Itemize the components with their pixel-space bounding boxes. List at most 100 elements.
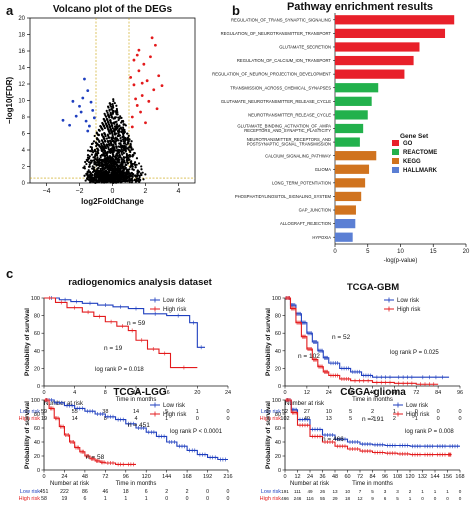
km-x-tick-label: 48 — [332, 474, 338, 480]
volcano-ns-point — [110, 131, 114, 135]
km-y-tick-label: 100 — [31, 296, 40, 302]
pathway-category-label: REGULATION_OF_NEUROTRANSMITTER_TRANSPORT — [221, 31, 332, 36]
km-curve-high-risk — [285, 297, 439, 385]
volcano-ns-point — [101, 140, 104, 143]
km-censor-marks — [49, 296, 185, 370]
km-legend-entry: High risk — [163, 412, 187, 418]
volcano-down-point — [89, 100, 93, 104]
pathway-legend-entry: HALLMARK — [403, 168, 438, 174]
volcano-ns-point — [123, 137, 126, 140]
km-x-tick-label: 60 — [391, 390, 397, 396]
pathway-legend-entry: GO — [403, 141, 413, 147]
km-x-tick-label: 72 — [102, 474, 108, 480]
volcano-ns-point — [111, 165, 114, 168]
volcano-ns-point — [84, 160, 87, 164]
volcano-ns-point — [98, 165, 101, 168]
km-x-tick-label: 84 — [435, 390, 441, 396]
volcano-ns-point — [112, 145, 115, 148]
volcano-ns-point — [123, 148, 126, 151]
volcano-ns-point — [92, 140, 96, 143]
volcano-ns-point — [91, 142, 94, 145]
km-x-tick-label: 0 — [283, 474, 286, 480]
volcano-ns-point — [128, 138, 131, 141]
volcano-ns-point — [132, 153, 135, 156]
volcano-up-point — [132, 83, 136, 87]
pathway-legend-entry: REACTOME — [403, 150, 437, 156]
volcano-ns-point — [120, 172, 123, 176]
volcano-ns-point — [91, 159, 94, 162]
volcano-ns-point — [100, 142, 103, 146]
km-risk-value: 5 — [396, 496, 399, 501]
km-risk-value: 5 — [349, 416, 352, 422]
km-risk-value: 29 — [332, 496, 338, 501]
volcano-ns-point — [102, 124, 105, 127]
km-risk-value: 49 — [307, 489, 313, 494]
km-risk-value: 1 — [196, 409, 199, 415]
volcano-ns-point — [115, 168, 118, 171]
volcano-ns-point — [112, 99, 115, 103]
volcano-up-point — [142, 62, 146, 66]
pathway-legend-swatch — [392, 149, 399, 155]
km-risk-value: 6 — [384, 496, 387, 501]
km-risk-value: 18 — [345, 496, 351, 501]
volcano-ns-point — [120, 116, 123, 120]
km-y-tick-label: 0 — [37, 468, 40, 474]
volcano-ns-point — [96, 167, 99, 170]
volcano-ns-point — [115, 132, 118, 135]
km-risk-value: 0 — [226, 409, 229, 415]
volcano-ns-point — [96, 156, 99, 159]
pathway-category-label: REGULATION_OF_NEURON_PROJECTION_DEVELOPM… — [212, 72, 331, 77]
pathway-category-label: GLUTAMATE_SECRETION — [279, 45, 331, 50]
km-y-tick-label: 100 — [272, 296, 281, 302]
volcano-ns-point — [102, 136, 106, 140]
volcano-ns-point — [110, 160, 114, 163]
volcano-ns-point — [105, 109, 108, 112]
km-y-tick-label: 0 — [37, 384, 40, 390]
km-y-tick-label: 40 — [275, 349, 281, 355]
km-risk-value: 2 — [371, 409, 374, 415]
volcano-ns-point — [118, 156, 122, 159]
km-x-label: Time in months — [116, 481, 157, 487]
km-risk-value: 6 — [145, 489, 148, 495]
volcano-ns-point — [102, 151, 105, 154]
volcano-ns-point — [83, 165, 86, 168]
volcano-ns-point — [106, 133, 109, 136]
pathway-x-tick-label: 5 — [366, 249, 370, 255]
volcano-ns-point — [130, 148, 133, 151]
volcano-ns-point — [144, 173, 147, 176]
volcano-ns-point — [121, 119, 125, 123]
km-risk-value: 111 — [294, 489, 301, 494]
km-y-tick-label: 100 — [31, 398, 40, 404]
volcano-ns-point — [93, 149, 96, 153]
volcano-up-point — [160, 84, 164, 88]
volcano-y-tick-label: 6 — [22, 132, 26, 138]
volcano-ns-point — [104, 134, 107, 138]
volcano-ns-point — [122, 123, 125, 126]
volcano-down-point — [92, 116, 96, 120]
pathway-bar — [335, 137, 360, 147]
volcano-ns-point — [97, 128, 100, 131]
volcano-x-tick-label: 4 — [177, 188, 181, 195]
km-x-tick-label: 156 — [443, 474, 452, 480]
volcano-ns-point — [124, 167, 127, 170]
volcano-ns-point — [93, 134, 96, 138]
volcano-ns-point — [135, 157, 139, 160]
km-risk-value: 13 — [332, 489, 338, 494]
volcano-ns-point — [95, 137, 99, 140]
volcano-ns-point — [98, 157, 101, 161]
km-legend-entry: Low risk — [163, 298, 186, 304]
volcano-ns-point — [129, 172, 132, 176]
volcano-y-label: −log10(FDR) — [5, 77, 14, 125]
volcano-ns-point — [110, 164, 113, 167]
volcano-ns-point — [110, 115, 113, 119]
volcano-ns-point — [120, 148, 123, 151]
volcano-up-point — [135, 53, 139, 57]
km-risk-value: 1 — [104, 496, 107, 502]
volcano-ns-point — [130, 181, 134, 184]
volcano-ns-point — [93, 179, 96, 182]
pathway-bar — [335, 55, 414, 66]
volcano-x-tick-label: 0 — [111, 188, 115, 195]
volcano-ns-point — [85, 162, 88, 166]
volcano-ns-point — [95, 132, 98, 135]
